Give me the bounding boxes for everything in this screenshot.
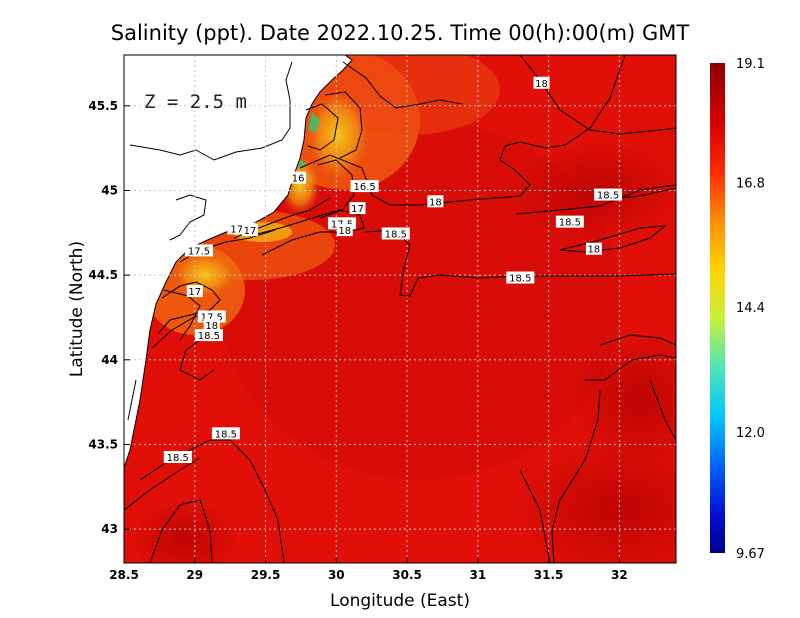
colorbar-tick-label: 14.4 bbox=[736, 301, 765, 316]
y-tick-label: 45.5 bbox=[88, 99, 118, 113]
contour-label: 17.5 bbox=[188, 246, 210, 257]
high-salinity-core bbox=[130, 500, 240, 563]
sea-shade bbox=[220, 120, 620, 480]
contour-label-bg bbox=[506, 271, 535, 284]
contour-label-bg bbox=[349, 202, 366, 215]
contour-label: 18 bbox=[429, 197, 442, 208]
contour-label-bg bbox=[350, 180, 379, 193]
lat-lon-grid bbox=[124, 55, 676, 563]
contour-label-bg bbox=[594, 188, 623, 201]
y-axis-label: Latitude (North) bbox=[67, 241, 87, 377]
contour-label: 18.5 bbox=[559, 218, 581, 229]
coastline-inland bbox=[127, 61, 293, 421]
contour-label: 17 bbox=[244, 226, 257, 237]
x-axis-label: Longitude (East) bbox=[330, 591, 470, 611]
x-tick-label: 28.5 bbox=[109, 568, 139, 582]
contour-label-bg bbox=[185, 244, 214, 257]
contour-label: 18.5 bbox=[167, 453, 189, 464]
x-tick-label: 30.5 bbox=[392, 568, 422, 582]
contour-label: 18 bbox=[205, 321, 218, 332]
contour-label-bg bbox=[163, 451, 192, 464]
x-tick-label: 29.5 bbox=[251, 568, 281, 582]
x-tick-label: 30 bbox=[328, 568, 345, 582]
contour-label-bg bbox=[211, 427, 240, 440]
contour-label-bg bbox=[290, 171, 307, 184]
y-tick-label: 43.5 bbox=[88, 437, 118, 451]
contour-label-bg bbox=[203, 318, 220, 331]
land-mask bbox=[124, 55, 353, 469]
high-salinity-core bbox=[570, 330, 676, 470]
contour-label: 18.5 bbox=[198, 331, 220, 342]
plot-area: 1818.518.51818.51818.516.51717.5181617.5… bbox=[124, 55, 676, 563]
high-salinity-core bbox=[510, 440, 676, 563]
x-tick-label: 32 bbox=[611, 568, 628, 582]
contour-label-bg bbox=[336, 224, 353, 237]
low-salinity-spot bbox=[298, 112, 320, 170]
x-tick-label: 31.5 bbox=[534, 568, 564, 582]
contour-label: 17.5 bbox=[201, 312, 223, 323]
colorbar-ticks: 19.1 16.8 14.4 12.0 9.67 bbox=[736, 57, 765, 562]
contour-label-bg bbox=[186, 285, 203, 298]
colorbar-tick-label: 9.67 bbox=[736, 547, 765, 562]
colorbar-tick-label: 16.8 bbox=[736, 177, 765, 192]
plot-frame bbox=[123, 54, 677, 564]
contour-label-bg bbox=[427, 195, 444, 208]
x-axis: 28.5 29 29.5 30 30.5 31 31.5 32 bbox=[109, 557, 628, 582]
chart-title: Salinity (ppt). Date 2022.10.25. Time 00… bbox=[111, 21, 690, 45]
contour-label: 17.5 bbox=[230, 224, 252, 235]
fresh-plume-danube bbox=[306, 90, 370, 180]
contour-label-bg bbox=[241, 224, 258, 237]
contour-label: 18.5 bbox=[509, 274, 531, 285]
y-tick-label: 44 bbox=[101, 353, 118, 367]
contour-label: 17 bbox=[188, 287, 201, 298]
contour-label-bg bbox=[585, 242, 602, 255]
contour-label: 16.5 bbox=[353, 182, 375, 193]
contour-label: 18.5 bbox=[215, 429, 237, 440]
colorbar-tick-label: 19.1 bbox=[736, 57, 765, 72]
x-tick-label: 29 bbox=[186, 568, 203, 582]
contour-label: 18.5 bbox=[385, 229, 407, 240]
y-tick-label: 44.5 bbox=[88, 268, 118, 282]
x-tick-label: 31 bbox=[469, 568, 486, 582]
colorbar bbox=[710, 63, 725, 553]
contour-label-bg bbox=[555, 215, 584, 228]
contour-label: 18 bbox=[338, 226, 351, 237]
contour-label-bg bbox=[194, 329, 223, 342]
y-tick-label: 43 bbox=[101, 522, 118, 536]
contour-label: 16 bbox=[292, 174, 305, 185]
contour-label-bg bbox=[533, 76, 550, 89]
contour-labels: 1818.518.51818.51818.516.51717.5181617.5… bbox=[163, 76, 623, 464]
colorbar-tick-label: 12.0 bbox=[736, 426, 765, 441]
contour-label: 18 bbox=[588, 245, 601, 256]
contour-label: 18.5 bbox=[597, 191, 619, 202]
y-tick-label: 45 bbox=[101, 183, 118, 197]
contour-label: 17 bbox=[351, 204, 364, 215]
y-axis: 43 43.5 44 44.5 45 45.5 bbox=[88, 99, 130, 536]
depth-annotation: Z = 2.5 m bbox=[144, 91, 247, 113]
contour-label-bg bbox=[381, 227, 410, 240]
contour-label: 18 bbox=[535, 79, 548, 90]
